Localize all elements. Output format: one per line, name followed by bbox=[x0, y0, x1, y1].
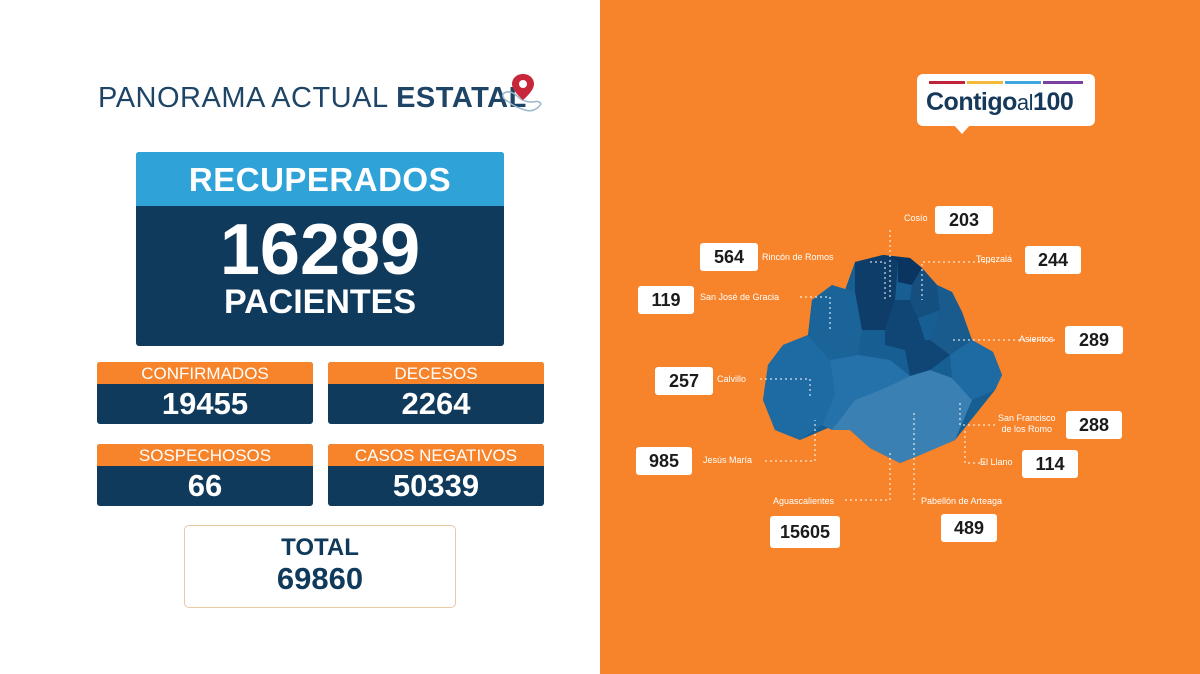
total-value: 69860 bbox=[276, 561, 364, 596]
cosio-value: 203 bbox=[935, 206, 993, 234]
map-connector-lines bbox=[760, 230, 1055, 501]
jesusmaria-value: 985 bbox=[636, 447, 692, 475]
map-region-rincon bbox=[855, 255, 898, 330]
location-pin-mexico-icon bbox=[502, 74, 542, 112]
recuperados-panel: RECUPERADOS 16289 PACIENTES bbox=[136, 152, 504, 346]
sospechosos-card: SOSPECHOSOS 66 bbox=[97, 444, 313, 506]
rincon-label: Rincón de Romos bbox=[762, 252, 834, 262]
negativos-card: CASOS NEGATIVOS 50339 bbox=[328, 444, 544, 506]
elllano-value: 114 bbox=[1022, 450, 1078, 478]
recuperados-label: RECUPERADOS bbox=[136, 152, 504, 206]
map-region-tepezala bbox=[910, 268, 940, 318]
sanfrancisco-label: San Francisco de los Romo bbox=[998, 413, 1056, 435]
decesos-card: DECESOS 2264 bbox=[328, 362, 544, 424]
aguascalientes-value: 15605 bbox=[770, 516, 840, 548]
total-label: TOTAL bbox=[281, 534, 359, 561]
logo-word1: Contigo bbox=[926, 88, 1017, 116]
map-region-jesusmaria bbox=[822, 355, 910, 430]
logo-bar-red bbox=[929, 81, 965, 84]
map-region-sanjose bbox=[808, 285, 862, 360]
asientos-value: 289 bbox=[1065, 326, 1123, 354]
recuperados-value: 16289 bbox=[219, 210, 421, 290]
negativos-label: CASOS NEGATIVOS bbox=[328, 444, 544, 466]
sospechosos-label: SOSPECHOSOS bbox=[97, 444, 313, 466]
state-map bbox=[760, 230, 1055, 501]
sanfrancisco-label-line2: de los Romo bbox=[1001, 424, 1053, 434]
logo-text: Contigoal100 bbox=[926, 88, 1074, 117]
elllano-label: El Llano bbox=[980, 457, 1013, 467]
tepezala-label: Tepezalá bbox=[976, 254, 1013, 264]
confirmados-label: CONFIRMADOS bbox=[97, 362, 313, 384]
left-panel: PANORAMA ACTUAL ESTATAL RECUPERADOS 1628… bbox=[97, 74, 544, 608]
decesos-value: 2264 bbox=[401, 386, 471, 421]
pabellon-value: 489 bbox=[941, 514, 997, 542]
logo-word3: 100 bbox=[1033, 88, 1074, 116]
tepezala-value: 244 bbox=[1025, 246, 1081, 274]
sospechosos-value: 66 bbox=[187, 468, 223, 503]
confirmados-card: CONFIRMADOS 19455 bbox=[97, 362, 313, 424]
calvillo-value: 257 bbox=[655, 367, 713, 395]
sanfrancisco-label-line1: San Francisco bbox=[998, 413, 1056, 423]
negativos-value: 50339 bbox=[392, 468, 480, 503]
rincon-value: 564 bbox=[700, 243, 758, 271]
map-region-calvillo bbox=[763, 335, 835, 440]
asientos-label: Asientos bbox=[1019, 334, 1054, 344]
sanjose-value: 119 bbox=[638, 286, 694, 314]
total-box: TOTAL 69860 bbox=[184, 525, 456, 608]
cosio-label: Cosío bbox=[904, 213, 928, 223]
confirmados-value: 19455 bbox=[161, 386, 249, 421]
map-region-sanfrancisco bbox=[905, 340, 950, 376]
logo-bar-blue bbox=[1005, 81, 1041, 84]
sanfrancisco-value: 288 bbox=[1066, 411, 1122, 439]
pabellon-label: Pabellón de Arteaga bbox=[921, 496, 1003, 506]
decesos-label: DECESOS bbox=[328, 362, 544, 384]
map-region-aguascalientes bbox=[832, 370, 972, 463]
map-region-cosio bbox=[883, 255, 922, 285]
map-region-pabellon bbox=[885, 300, 925, 350]
page-title: PANORAMA ACTUAL ESTATAL bbox=[98, 82, 527, 115]
map-region-elllano bbox=[950, 340, 1002, 400]
jesusmaria-label: Jesús María bbox=[703, 455, 753, 465]
contigo-al-100-logo: Contigoal100 bbox=[917, 74, 1095, 134]
logo-bar-yellow bbox=[967, 81, 1003, 84]
map-region-asientos bbox=[930, 285, 972, 355]
logo-speech-tail bbox=[953, 124, 971, 134]
recuperados-unit: PACIENTES bbox=[223, 283, 417, 321]
title-part1: PANORAMA ACTUAL bbox=[98, 82, 388, 114]
logo-bar-purple bbox=[1043, 81, 1083, 84]
logo-word2: al bbox=[1016, 90, 1034, 115]
calvillo-label: Calvillo bbox=[717, 374, 747, 384]
sanjose-label: San José de Gracia bbox=[700, 292, 780, 302]
aguascalientes-label: Aguascalientes bbox=[773, 496, 835, 506]
